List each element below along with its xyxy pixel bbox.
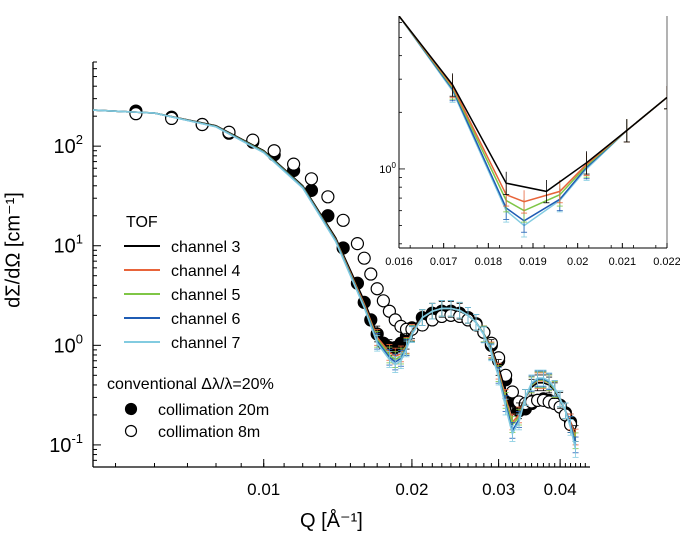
inset-x-tick-label: 0.02 [567,256,588,268]
inset-y-tick-label: 100 [379,161,396,176]
y-axis-label-wrap: dΣ/dΩ [cm⁻¹] [0,130,26,370]
inset-x-tick-label: 0.017 [430,256,458,268]
inset-x-tick-label: 0.022 [653,256,680,268]
marker-collimation-8m [357,251,371,265]
y-tick-label: 102 [54,132,83,158]
legend-label: collimation 20m [158,402,269,419]
x-tick-label: 0.01 [247,480,280,499]
marker-collimation-8m [370,282,384,296]
legend-label: channel 3 [171,239,240,256]
marker-collimation-8m [267,144,281,158]
legend-title-tof: TOF [126,214,158,231]
legend: TOF channel 3 channel 4 channel 5 channel 6 c… [107,214,274,441]
main-plot: 10-1 100 101 102 0.01 0.02 0.03 0.04 [49,61,590,499]
main-data-area [93,104,579,458]
inset-series-channel-3 [399,16,667,204]
y-tick-label: 10-1 [49,431,83,457]
x-axis-label: Q [Å⁻¹] [300,510,363,532]
inset-plot: 0.016 0.017 0.018 0.019 0.02 0.021 0.022 100 [379,16,680,268]
x-tick-label: 0.04 [544,480,577,499]
legend-label: channel 6 [171,311,240,328]
marker-collimation-8m [350,237,365,251]
inset-background [399,16,667,248]
marker-collimation-8m [129,107,143,121]
series-line [93,109,577,450]
legend-title-conventional: conventional Δλ/λ=20% [107,376,274,393]
inset-x-tick-label: 0.016 [385,256,413,268]
legend-marker [124,424,138,438]
series-channel-7 [93,109,579,458]
inset-x-tick-label: 0.019 [519,256,547,268]
legend-label: collimation 8m [158,424,260,441]
marker-collimation-8m [376,294,390,308]
x-tick-label: 0.03 [482,480,515,499]
marker-collimation-8m [287,157,301,171]
legend-marker [124,402,138,416]
inset-data-area [399,16,667,238]
marker-collimation-8m [336,213,350,227]
y-tick-label: 101 [54,232,83,258]
inset-x-tick-label: 0.021 [609,256,637,268]
legend-label: channel 5 [171,287,240,304]
marker-collimation-8m [364,267,378,281]
marker-collimation-8m [304,172,319,186]
inset-x-tick-label: 0.018 [475,256,503,268]
marker-collimation-8m [321,190,335,204]
y-axis-label: dΣ/dΩ [cm⁻¹] [2,192,25,308]
inset-series-line [399,16,667,193]
y-tick-label: 100 [54,331,83,357]
legend-label: channel 4 [171,263,240,280]
legend-label: channel 7 [171,335,240,352]
x-tick-label: 0.02 [395,480,428,499]
